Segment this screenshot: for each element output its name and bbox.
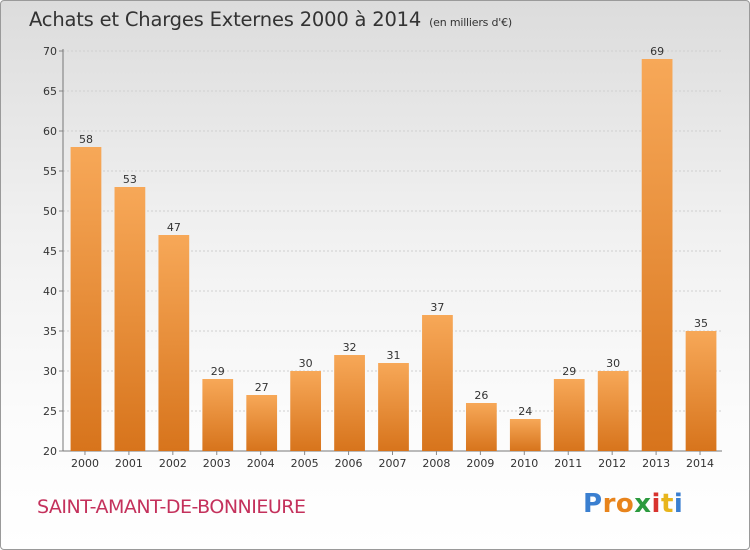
y-tick-label: 70 (43, 45, 57, 58)
data-label-2011: 29 (562, 365, 576, 378)
chart-title: Achats et Charges Externes 2000 à 2014 (e… (29, 8, 512, 31)
data-label-2002: 47 (167, 221, 181, 234)
data-label-2013: 69 (650, 45, 664, 58)
data-label-2005: 30 (299, 357, 313, 370)
bar-2009 (465, 403, 497, 451)
data-label-2000: 58 (79, 133, 93, 146)
y-tick-label: 50 (43, 205, 57, 218)
x-tick-label-2012: 2012 (598, 457, 626, 470)
x-tick-label-2006: 2006 (335, 457, 363, 470)
data-label-2008: 37 (430, 301, 444, 314)
bar-2007 (378, 363, 409, 451)
proxiti-logo: Proxiti (583, 489, 683, 519)
x-tick-label-2001: 2001 (115, 457, 143, 470)
bar-2003 (202, 379, 234, 451)
bar-2000 (70, 147, 102, 451)
y-tick-label: 65 (43, 85, 57, 98)
bar-2010 (509, 419, 541, 451)
data-label-2010: 24 (518, 405, 532, 418)
data-label-2009: 26 (474, 389, 488, 402)
logo-letter: o (615, 489, 635, 519)
logo-letter: i (651, 489, 661, 519)
y-tick-label: 55 (43, 165, 57, 178)
bar-2005 (290, 371, 322, 451)
bar-2012 (597, 371, 629, 451)
y-tick-label: 45 (43, 245, 57, 258)
x-tick-label-2010: 2010 (510, 457, 538, 470)
y-tick-label: 40 (43, 285, 57, 298)
data-label-2007: 31 (387, 349, 401, 362)
x-tick-label-2013: 2013 (642, 457, 670, 470)
y-tick-label: 60 (43, 125, 57, 138)
data-label-2014: 35 (694, 317, 708, 330)
x-tick-label-2002: 2002 (159, 457, 187, 470)
data-label-2006: 32 (343, 341, 357, 354)
data-label-2001: 53 (123, 173, 137, 186)
logo-letter: i (673, 489, 684, 519)
x-tick-label-2004: 2004 (247, 457, 275, 470)
bar-2006 (334, 355, 365, 451)
x-tick-label-2005: 2005 (291, 457, 319, 470)
bar-2004 (246, 395, 278, 451)
x-tick-label-2008: 2008 (422, 457, 450, 470)
x-tick-label-2009: 2009 (466, 457, 494, 470)
bar-2002 (158, 235, 190, 451)
logo-letter: P (583, 489, 603, 519)
data-label-2004: 27 (255, 381, 269, 394)
bar-2014 (685, 331, 717, 451)
chart-title-text: Achats et Charges Externes 2000 à 2014 (29, 8, 422, 31)
y-tick-label: 30 (43, 365, 57, 378)
y-tick-label: 25 (43, 405, 57, 418)
chart-unit: (en milliers d'€) (429, 16, 512, 29)
commune-name: SAINT-AMANT-DE-BONNIEURE (37, 496, 306, 518)
bar-2011 (553, 379, 585, 451)
logo-letter: t (660, 489, 674, 519)
x-tick-label-2000: 2000 (71, 457, 99, 470)
x-tick-label-2007: 2007 (379, 457, 407, 470)
bar-2008 (422, 315, 453, 451)
y-tick-label: 20 (43, 445, 57, 458)
x-tick-label-2014: 2014 (686, 457, 714, 470)
bar-2013 (641, 59, 673, 451)
x-tick-label-2003: 2003 (203, 457, 231, 470)
x-tick-label-2011: 2011 (554, 457, 582, 470)
y-tick-label: 35 (43, 325, 57, 338)
bar-2001 (114, 187, 146, 451)
data-label-2003: 29 (211, 365, 225, 378)
logo-letter: x (634, 489, 652, 519)
data-label-2012: 30 (606, 357, 620, 370)
logo-letter: r (602, 489, 616, 519)
